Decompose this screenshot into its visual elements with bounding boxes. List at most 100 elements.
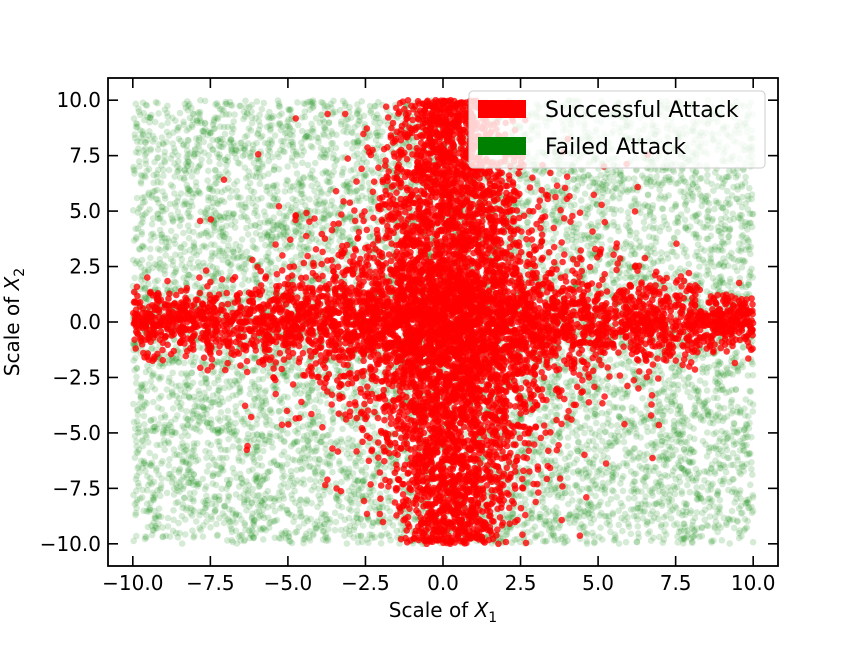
failed-attack-point [311, 207, 319, 215]
failed-attack-point [553, 187, 561, 195]
failed-attack-point [588, 429, 596, 437]
failed-attack-point [655, 479, 662, 487]
failed-attack-point [171, 190, 178, 197]
failed-attack-point [354, 150, 361, 157]
failed-attack-point [720, 262, 727, 269]
failed-attack-point [330, 97, 337, 105]
failed-attack-point [317, 398, 324, 405]
failed-attack-point [322, 511, 330, 518]
failed-attack-point [615, 521, 623, 529]
failed-attack-point [342, 525, 350, 533]
failed-attack-point [625, 175, 632, 182]
failed-attack-point [312, 236, 320, 243]
failed-attack-point [728, 287, 735, 294]
failed-attack-point [210, 273, 217, 280]
failed-attack-point [705, 200, 713, 207]
failed-attack-point [241, 151, 249, 158]
failed-attack-point [256, 180, 264, 188]
failed-attack-point [366, 233, 373, 241]
failed-attack-point [182, 516, 189, 523]
failed-attack-point [302, 133, 310, 140]
failed-attack-point [184, 415, 191, 423]
failed-attack-point [139, 194, 146, 202]
failed-attack-point [299, 465, 307, 472]
failed-attack-point [749, 538, 757, 546]
failed-attack-point [308, 486, 316, 494]
failed-attack-point [734, 518, 741, 525]
failed-attack-point [329, 468, 336, 476]
failed-attack-point [197, 208, 205, 216]
failed-attack-point [553, 404, 560, 412]
failed-attack-point [208, 186, 215, 193]
failed-attack-point [178, 370, 185, 377]
failed-attack-point [315, 485, 322, 493]
failed-attack-point [339, 425, 346, 433]
failed-attack-point [652, 224, 660, 232]
failed-attack-point [157, 513, 165, 521]
failed-attack-point [345, 487, 353, 495]
failed-attack-point [703, 178, 711, 185]
failed-attack-point [602, 428, 609, 436]
failed-attack-point [684, 481, 691, 489]
failed-attack-point [720, 461, 727, 469]
failed-attack-point [229, 443, 237, 450]
failed-attack-point [597, 498, 604, 506]
failed-attack-point [203, 497, 210, 505]
failed-attack-point [155, 512, 162, 519]
failed-attack-point [339, 97, 347, 105]
failed-attack-point [689, 458, 697, 466]
failed-attack-point [282, 372, 290, 380]
failed-attack-point [211, 227, 219, 234]
failed-attack-point [715, 227, 722, 235]
failed-attack-point [345, 182, 352, 190]
failed-attack-point [613, 493, 621, 501]
failed-attack-point [708, 497, 716, 504]
failed-attack-point [310, 99, 317, 106]
failed-attack-point [353, 514, 360, 521]
failed-attack-point [190, 407, 198, 415]
failed-attack-point [165, 438, 172, 445]
failed-attack-point [208, 252, 216, 260]
failed-attack-point [604, 500, 612, 508]
failed-attack-point [738, 203, 746, 211]
failed-attack-point [712, 443, 720, 450]
failed-attack-point [241, 113, 249, 120]
failed-attack-point [728, 488, 736, 496]
failed-attack-point [305, 463, 313, 471]
failed-attack-point [134, 411, 142, 419]
failed-attack-point [232, 147, 239, 154]
failed-attack-point [685, 183, 692, 191]
failed-attack-point [227, 476, 234, 484]
failed-attack-point [676, 454, 684, 461]
failed-attack-point [295, 447, 302, 455]
failed-attack-point [308, 127, 315, 134]
failed-attack-point [292, 513, 299, 521]
failed-attack-point [593, 411, 601, 419]
failed-attack-point [345, 465, 353, 473]
failed-attack-point [705, 495, 712, 503]
failed-attack-point [545, 390, 552, 398]
failed-attack-point [271, 132, 279, 139]
failed-attack-point [704, 429, 711, 436]
failed-attack-point [366, 531, 374, 538]
failed-attack-point [206, 158, 213, 165]
failed-attack-point [151, 135, 158, 143]
failed-attack-point [185, 158, 193, 166]
failed-attack-point [625, 523, 633, 530]
failed-attack-point [303, 497, 311, 505]
failed-attack-point [313, 444, 320, 451]
failed-attack-point [591, 179, 599, 186]
failed-attack-point [567, 450, 574, 457]
failed-attack-point [326, 186, 334, 194]
failed-attack-point [247, 154, 254, 161]
failed-attack-point [678, 490, 686, 498]
failed-attack-point [695, 210, 702, 218]
failed-attack-point [325, 179, 332, 186]
failed-attack-point [675, 381, 682, 389]
failed-attack-point [746, 246, 753, 253]
failed-attack-point [607, 236, 614, 244]
failed-attack-point [321, 511, 328, 519]
failed-attack-point [379, 503, 386, 511]
failed-attack-point [260, 99, 268, 107]
failed-attack-point [269, 444, 276, 451]
